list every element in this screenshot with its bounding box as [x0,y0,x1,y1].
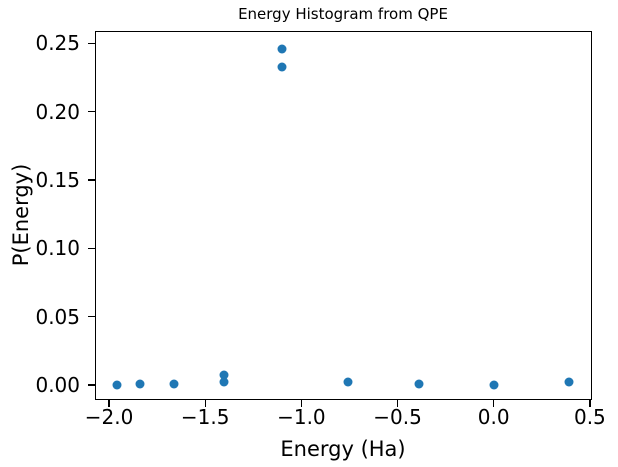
y-tick-label-1: 0.05 [35,304,80,329]
x-tick-mark-3 [396,400,399,407]
x-tick-label-0: −2.0 [84,405,134,429]
plot-area [95,31,592,400]
y-tick-mark-4 [88,110,95,113]
data-point-3 [219,370,229,380]
chart-title: Energy Histogram from QPE [238,5,448,23]
x-tick-label-3: −0.5 [373,405,422,429]
x-tick-label-5: 0.5 [573,405,606,429]
y-tick-label-2: 0.10 [35,236,80,261]
x-tick-mark-1 [204,400,206,407]
data-point-6 [277,62,287,72]
y-tick-mark-5 [88,42,95,44]
y-tick-mark-2 [88,247,95,249]
y-tick-label-3: 0.15 [35,167,80,192]
x-tick-label-1: −1.5 [180,405,230,429]
data-point-7 [343,377,353,387]
y-axis-label: P(Energy) [9,163,33,267]
data-point-4 [219,377,229,387]
y-tick-label-5: 0.25 [35,31,80,56]
data-point-1 [135,379,145,389]
x-tick-mark-5 [589,400,591,407]
x-axis-label: Energy (Ha) [280,437,406,461]
data-point-5 [277,44,287,54]
y-tick-label-4: 0.20 [35,99,80,124]
y-tick-mark-3 [88,179,95,181]
x-tick-label-4: 0.0 [477,405,510,429]
data-point-8 [414,379,424,389]
data-point-10 [564,377,574,387]
y-tick-mark-0 [88,384,95,386]
data-point-2 [169,379,179,389]
data-point-0 [112,380,122,390]
x-tick-label-2: −1.0 [277,405,326,429]
y-tick-mark-1 [88,315,95,318]
x-tick-mark-4 [493,400,495,407]
data-point-9 [489,380,499,390]
x-tick-mark-2 [300,400,303,407]
y-tick-label-0: 0.00 [35,372,80,397]
x-tick-mark-0 [108,400,110,407]
